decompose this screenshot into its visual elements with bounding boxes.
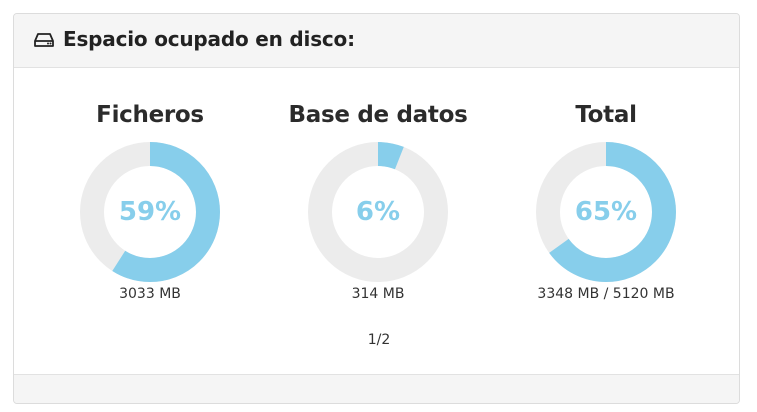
- donut-fill-arc: [80, 142, 220, 282]
- donut-chart: 59%: [80, 142, 220, 282]
- donut-percent: 6%: [355, 197, 401, 227]
- stat-files: Ficheros 59% 3033 MB: [40, 98, 260, 302]
- donut-percent: 65%: [574, 197, 638, 227]
- card-header: Espacio ocupado en disco:: [14, 14, 739, 68]
- donut-fill-arc: [308, 142, 448, 282]
- disk-usage-card: Espacio ocupado en disco: Ficheros 59% 3…: [13, 13, 740, 404]
- stat-title: Ficheros: [96, 102, 204, 128]
- donut-svg: [80, 142, 220, 282]
- stat-title: Base de datos: [288, 102, 468, 128]
- donut-chart: 65%: [536, 142, 676, 282]
- stat-size: 314 MB: [351, 286, 405, 302]
- pagination-indicator: 1/2: [367, 332, 391, 348]
- donut-svg: [308, 142, 448, 282]
- stat-total: Total 65% 3348 MB / 5120 MB: [496, 98, 716, 302]
- card-footer: [14, 374, 739, 403]
- stat-size: 3348 MB / 5120 MB: [537, 286, 675, 302]
- hard-drive-icon: [34, 30, 54, 50]
- donut-fill-arc: [536, 142, 676, 282]
- stat-database: Base de datos 6% 314 MB: [268, 98, 488, 302]
- donut-chart: 6%: [308, 142, 448, 282]
- card-title: Espacio ocupado en disco:: [63, 27, 355, 51]
- donut-svg: [536, 142, 676, 282]
- stat-title: Total: [575, 102, 637, 128]
- donut-percent: 59%: [118, 197, 182, 227]
- stat-size: 3033 MB: [119, 286, 181, 302]
